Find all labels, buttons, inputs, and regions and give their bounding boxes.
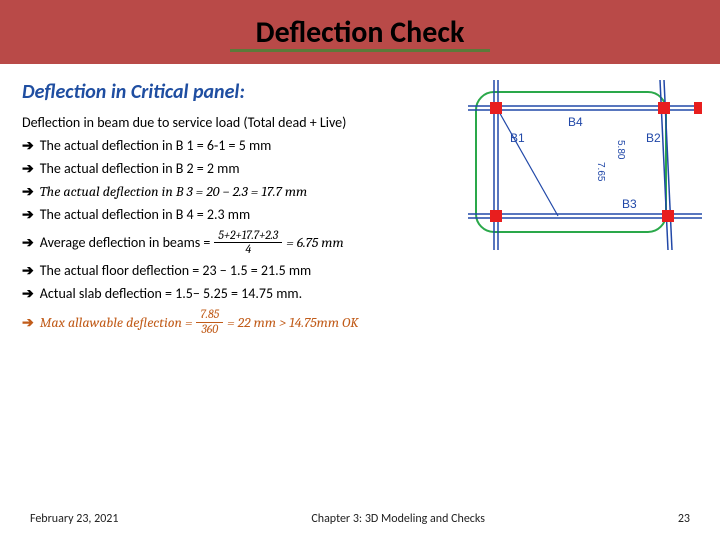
row-slab: ➔ Actual slab deflection = 1.5− 5.25 = 1… xyxy=(22,285,698,302)
row-floor: ➔ The actual floor deflection = 23 − 1.5… xyxy=(22,262,698,279)
bullet-arrow-icon: ➔ xyxy=(22,285,34,302)
page-title: Deflection Check xyxy=(256,14,465,51)
row-b4-text: The actual deflection in B 4 = 2.3 mm xyxy=(40,206,250,223)
avg-numerator: 5+2+17.7+2.3 xyxy=(214,229,282,243)
bullet-arrow-icon: ➔ xyxy=(22,160,34,177)
diagonal-line xyxy=(498,110,558,216)
max-numerator: 7.85 xyxy=(196,308,223,322)
bullet-arrow-icon: ➔ xyxy=(22,234,34,251)
dim-2: 7.65 xyxy=(595,162,606,182)
row-max-result: = 22 mm > 14.75mm OK xyxy=(227,314,358,331)
row-floor-text: The actual floor deflection = 23 − 1.5 =… xyxy=(40,262,312,279)
row-b2-text: The actual deflection in B 2 = 2 mm xyxy=(40,160,240,177)
title-bar: Deflection Check xyxy=(0,0,720,64)
corner-marker xyxy=(490,210,502,222)
row-b3-text: The actual deflection in B 3 = 20 − 2.3 … xyxy=(40,183,308,200)
dim-1: 5.80 xyxy=(615,140,626,160)
bullet-arrow-icon: ➔ xyxy=(22,206,34,223)
label-b3: B3 xyxy=(622,197,637,211)
label-b2: B2 xyxy=(646,131,661,145)
content-area: Deflection in Critical panel: Deflection… xyxy=(0,64,720,336)
avg-fraction: 5+2+17.7+2.3 4 xyxy=(214,229,282,256)
corner-marker xyxy=(662,210,674,222)
row-avg-result: = 6.75 mm xyxy=(286,234,344,251)
label-b4: B4 xyxy=(568,115,583,129)
max-denominator: 360 xyxy=(196,323,223,336)
max-fraction: 7.85 360 xyxy=(196,308,223,335)
row-slab-text: Actual slab deflection = 1.5− 5.25 = 14.… xyxy=(40,285,302,302)
bullet-arrow-icon: ➔ xyxy=(22,314,34,331)
row-max-label: Max allawable deflection = xyxy=(40,314,193,331)
bullet-arrow-icon: ➔ xyxy=(22,137,34,154)
label-b1: B1 xyxy=(510,131,525,145)
corner-marker xyxy=(490,102,502,114)
title-underline xyxy=(230,49,490,52)
bullet-arrow-icon: ➔ xyxy=(22,183,34,200)
outer-rect xyxy=(476,92,666,232)
footer-chapter: Chapter 3: 3D Modeling and Checks xyxy=(311,512,485,526)
beam-diagram: B4 B1 B2 B3 5.80 7.65 xyxy=(468,80,702,250)
footer: February 23, 2021 Chapter 3: 3D Modeling… xyxy=(0,512,720,526)
corner-marker xyxy=(658,102,670,114)
avg-denominator: 4 xyxy=(214,243,282,256)
footer-date: February 23, 2021 xyxy=(30,512,118,526)
footer-page: 23 xyxy=(678,512,690,526)
corner-marker xyxy=(694,102,702,114)
lead-text: Deflection in beam due to service load (… xyxy=(22,114,452,131)
bullet-arrow-icon: ➔ xyxy=(22,262,34,279)
row-avg-label: Average deflection in beams = xyxy=(40,234,211,251)
row-b1-text: The actual deflection in B 1 = 6-1 = 5 m… xyxy=(40,137,272,154)
diagram-svg: B4 B1 B2 B3 5.80 7.65 xyxy=(468,80,702,250)
row-max: ➔ Max allawable deflection = 7.85 360 = … xyxy=(22,308,698,335)
